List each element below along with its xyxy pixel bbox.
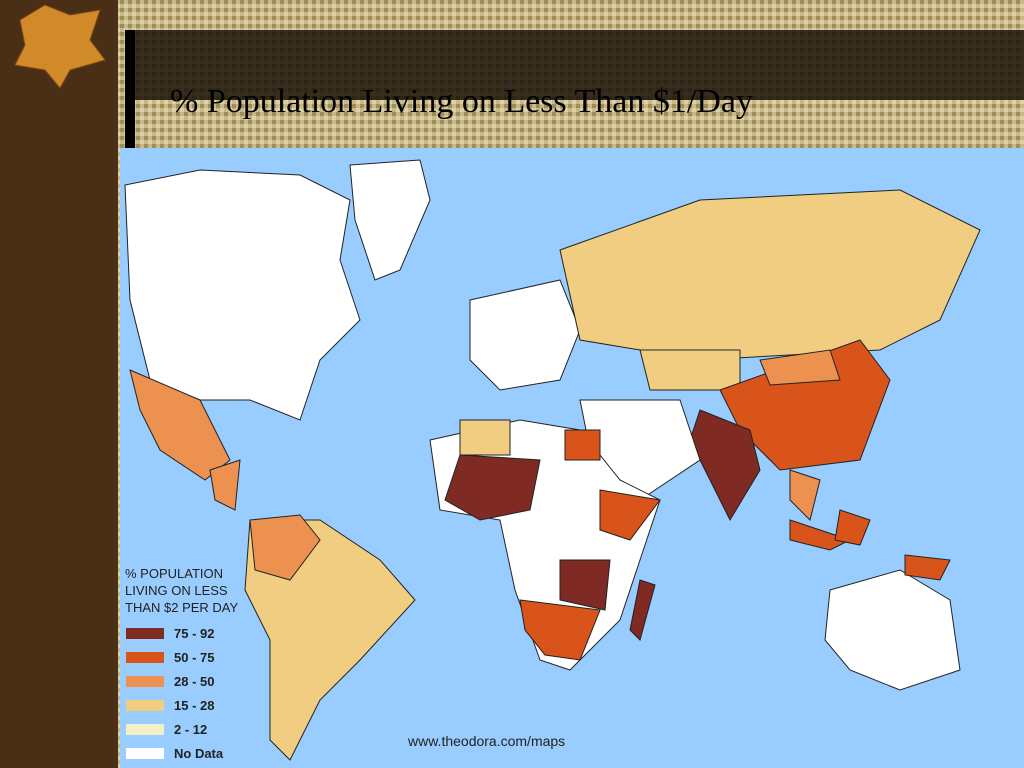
southeast-asia [789, 469, 821, 521]
borneo [834, 509, 871, 546]
legend-swatch [126, 676, 164, 687]
mongolia [759, 349, 841, 386]
egypt [564, 429, 601, 461]
legend-swatch [126, 628, 164, 639]
russia [559, 189, 981, 361]
indonesia [789, 519, 852, 551]
side-bar [0, 0, 118, 768]
andes [249, 514, 321, 581]
legend-title: % POPULATION [125, 566, 223, 581]
east-africa [599, 489, 661, 541]
central-asia [639, 349, 741, 391]
title-band [125, 30, 1024, 100]
legend-label: 28 - 50 [174, 674, 214, 689]
slide-title: % Population Living on Less Than $1/Day [170, 83, 753, 120]
madagascar [629, 579, 656, 641]
leaf-icon [14, 4, 106, 89]
legend-label: 15 - 28 [174, 698, 214, 713]
sahara [459, 419, 511, 456]
legend-swatch [126, 748, 164, 759]
legend-title: THAN $2 PER DAY [125, 600, 239, 615]
southern-africa [559, 559, 611, 611]
legend-swatch [126, 700, 164, 711]
south-america [244, 519, 416, 761]
divider [125, 30, 135, 150]
legend-label: 50 - 75 [174, 650, 214, 665]
mexico [129, 369, 231, 481]
source: www.theodora.com/maps [407, 733, 565, 749]
central-america [209, 459, 241, 511]
legend-label: 75 - 92 [174, 626, 214, 641]
legend-label: 2 - 12 [174, 722, 207, 737]
west-africa [444, 454, 541, 521]
papua [904, 554, 951, 581]
legend-label: No Data [174, 746, 224, 761]
legend-swatch [126, 652, 164, 663]
europe [469, 279, 581, 391]
legend: % POPULATION LIVING ON LESS THAN $2 PER DA… [125, 566, 239, 761]
legend-title: LIVING ON LESS [125, 583, 228, 598]
greenland [349, 159, 431, 281]
south-africa [519, 599, 601, 661]
legend-swatch [126, 724, 164, 735]
map [124, 159, 981, 761]
